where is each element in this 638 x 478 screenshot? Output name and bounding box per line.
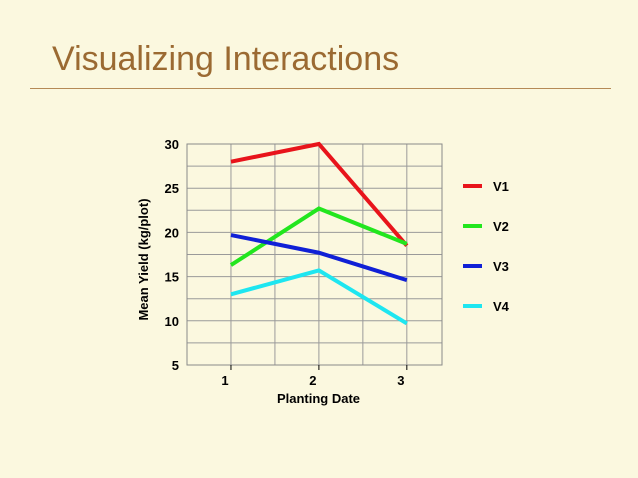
y-tick-label: 10	[165, 314, 179, 329]
legend-label-v4: V4	[493, 299, 510, 314]
y-tick-label: 15	[165, 270, 179, 285]
slide-title: Visualizing Interactions	[52, 40, 400, 78]
legend-label-v1: V1	[493, 179, 509, 194]
legend: V1 V2 V3 V4	[463, 179, 510, 314]
y-tick-label: 25	[165, 181, 179, 196]
y-tick-label: 5	[172, 358, 179, 373]
series-group	[229, 141, 409, 326]
y-tick-label: 20	[165, 225, 179, 240]
legend-label-v2: V2	[493, 219, 509, 234]
y-tick-label: 30	[165, 137, 179, 152]
title-divider	[30, 88, 611, 89]
x-axis-label: Planting Date	[277, 391, 360, 406]
x-tick-label: 1	[221, 373, 228, 388]
y-axis-ticks: 5 10 15 20 25 30	[165, 137, 179, 373]
x-tick-label: 3	[397, 373, 404, 388]
x-tick-label: 2	[309, 373, 316, 388]
y-axis-label: Mean Yield (kg/plot)	[136, 198, 151, 320]
x-axis-ticks: 1 2 3	[221, 365, 408, 388]
legend-label-v3: V3	[493, 259, 509, 274]
chart-grid	[187, 143, 442, 366]
